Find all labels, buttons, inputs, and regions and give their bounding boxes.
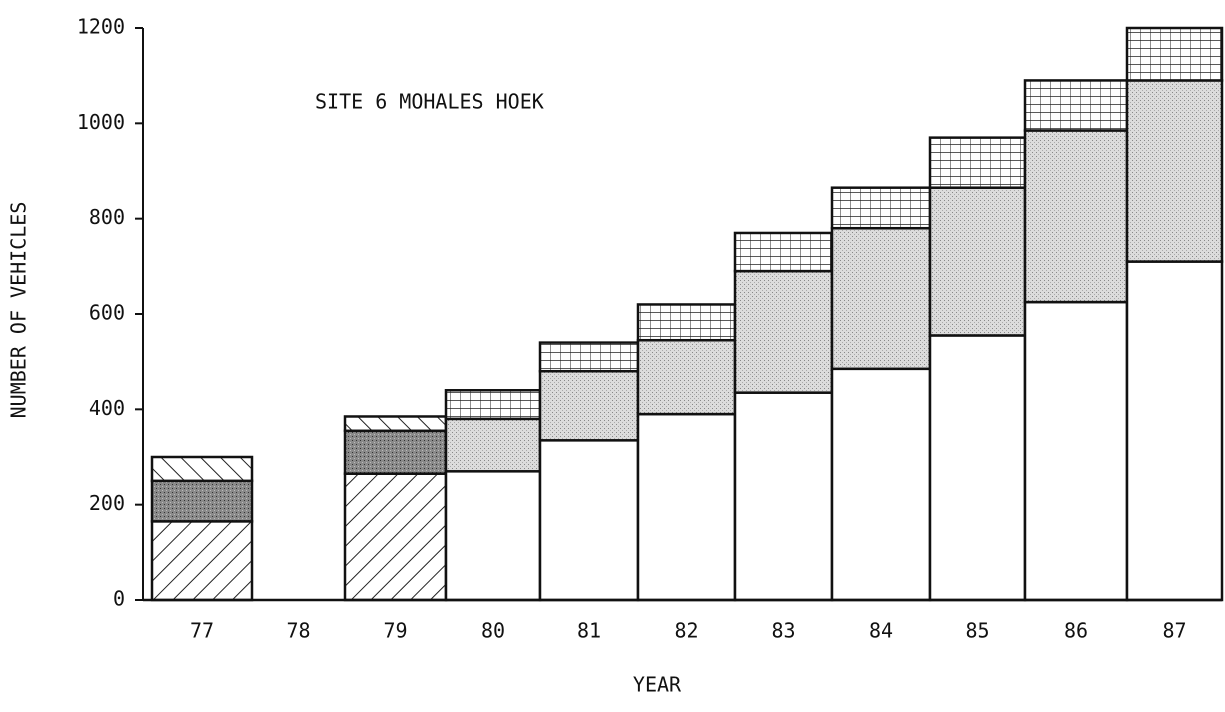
y-tick-label: 600 (89, 301, 125, 325)
chart-title: SITE 6 MOHALES HOEK (315, 90, 544, 114)
x-tick-label: 80 (481, 619, 505, 643)
x-tick-label: 83 (771, 619, 795, 643)
bar-segment (1125, 260, 1224, 602)
bar-segment (830, 367, 932, 602)
bar-segment (636, 338, 737, 416)
bar-segment (150, 520, 254, 602)
bar-segment (733, 269, 834, 394)
bar-segment (636, 303, 737, 342)
x-tick-label: 85 (965, 619, 989, 643)
bar-segment (444, 389, 542, 421)
bar-segment (1023, 300, 1129, 602)
bar-segment (444, 470, 542, 602)
bar-segment (150, 479, 254, 523)
y-axis-label: NUMBER OF VEHICLES (7, 202, 31, 419)
bar-segment (1125, 79, 1224, 263)
y-tick-label: 0 (113, 587, 125, 611)
x-axis-label: YEAR (633, 673, 682, 697)
x-tick-label: 79 (383, 619, 407, 643)
bar-segment (830, 186, 932, 230)
bar-segment (1023, 79, 1129, 132)
bar-segment (733, 231, 834, 273)
bar-segment (928, 334, 1027, 602)
bar-segment (343, 429, 448, 475)
bar-segment (343, 415, 448, 433)
bar-segment (150, 455, 254, 483)
y-tick-label: 1000 (77, 110, 125, 134)
bar-segment (538, 341, 640, 373)
x-tick-label: 84 (869, 619, 893, 643)
bar-segment (733, 391, 834, 602)
x-tick-label: 77 (190, 619, 214, 643)
y-tick-label: 800 (89, 205, 125, 229)
bar-segment (830, 226, 932, 371)
bar-segment (1125, 26, 1224, 82)
x-tick-label: 82 (674, 619, 698, 643)
x-tick-label: 78 (286, 619, 310, 643)
bar-segment (928, 186, 1027, 337)
y-tick-label: 1200 (77, 15, 125, 39)
x-tick-label: 86 (1064, 619, 1088, 643)
bar-segment (538, 439, 640, 602)
bar-segment (1023, 129, 1129, 304)
bar-segment (444, 417, 542, 473)
bar-segment (343, 472, 448, 602)
bar-segment (538, 369, 640, 442)
y-tick-label: 200 (89, 491, 125, 515)
bar-segment (928, 136, 1027, 189)
bar-segment (636, 412, 737, 602)
x-tick-label: 81 (577, 619, 601, 643)
y-tick-label: 400 (89, 396, 125, 420)
x-tick-label: 87 (1162, 619, 1186, 643)
